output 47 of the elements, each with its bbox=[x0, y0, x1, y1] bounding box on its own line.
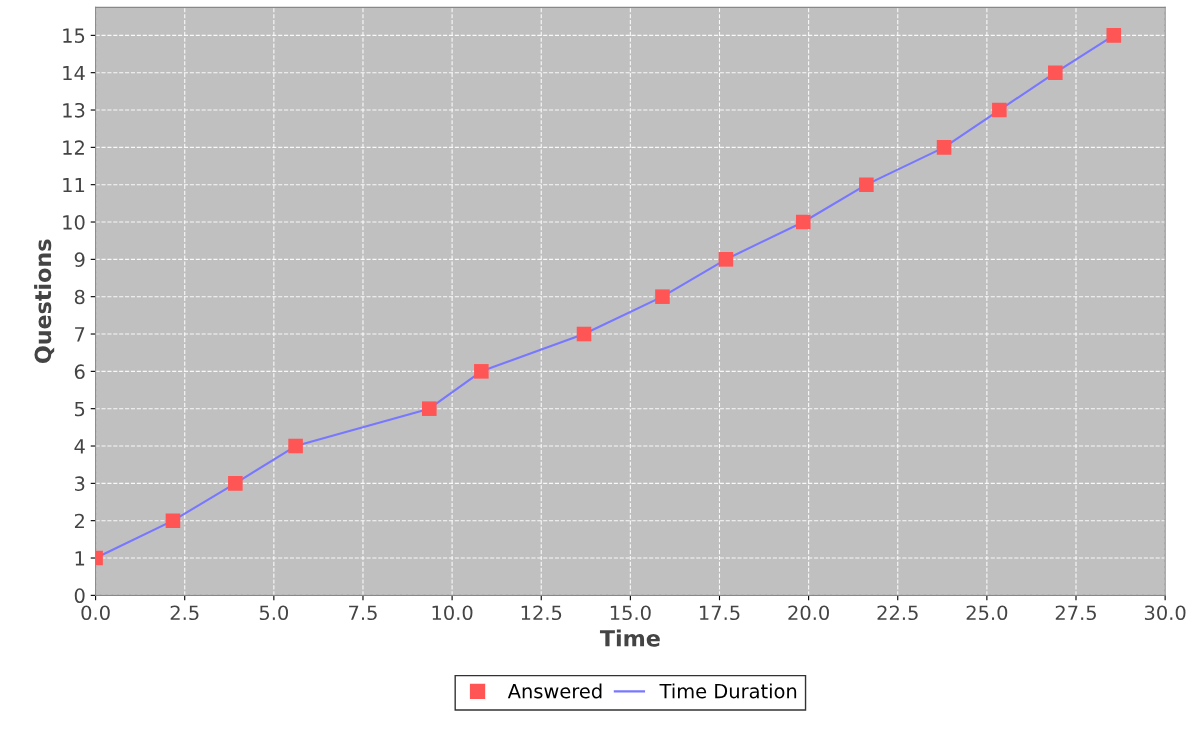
point bbox=[992, 102, 1007, 118]
x-tick-label: 30.0 bbox=[1144, 605, 1186, 621]
x-tick-label: 22.5 bbox=[877, 605, 918, 621]
point bbox=[936, 140, 952, 155]
x-tick-label: 17.5 bbox=[699, 605, 740, 621]
x-tick-label: 27.5 bbox=[1055, 605, 1096, 621]
point bbox=[288, 438, 303, 454]
y-tick-label: 8 bbox=[74, 289, 85, 305]
y-tick-label: 1 bbox=[75, 551, 85, 566]
x-tick-label: 0.0 bbox=[81, 605, 110, 621]
point bbox=[165, 513, 181, 528]
x-axis-title: Time bbox=[599, 629, 660, 647]
y-tick-label: 13 bbox=[63, 102, 85, 118]
y-tick-label: 12 bbox=[63, 140, 84, 155]
legend-label: Time Duration bbox=[659, 683, 797, 699]
point bbox=[422, 401, 437, 416]
x-tick-label: 25.0 bbox=[966, 605, 1008, 621]
y-tick-label: 15 bbox=[63, 28, 85, 44]
y-tick-label: 11 bbox=[63, 177, 85, 193]
y-tick-label: 7 bbox=[75, 327, 85, 342]
x-tick-label: 7.5 bbox=[349, 605, 377, 621]
y-tick-label: 9 bbox=[74, 252, 85, 268]
x-tick-label: 12.5 bbox=[521, 605, 562, 621]
x-tick-label: 15.0 bbox=[610, 605, 651, 621]
point bbox=[228, 476, 243, 491]
y-axis-title: Questions bbox=[34, 239, 55, 364]
point bbox=[1106, 28, 1122, 43]
y-tick-label: 2 bbox=[74, 513, 84, 529]
x-tick-label: 20.0 bbox=[788, 605, 829, 621]
y-tick-label: 5 bbox=[75, 401, 85, 417]
y-tick-label: 0 bbox=[74, 588, 85, 604]
y-tick-label: 10 bbox=[63, 214, 85, 230]
y-tick-label: 6 bbox=[74, 364, 85, 380]
y-tick-label: 3 bbox=[74, 476, 85, 492]
point bbox=[795, 214, 811, 230]
point bbox=[718, 252, 734, 267]
point bbox=[655, 289, 670, 304]
y-tick-label: 4 bbox=[74, 439, 85, 454]
x-tick-label: 10.0 bbox=[432, 605, 473, 621]
y-tick-label: 14 bbox=[63, 65, 85, 81]
point bbox=[1048, 65, 1063, 80]
point bbox=[859, 177, 874, 192]
x-tick-label: 2.5 bbox=[170, 605, 199, 621]
point bbox=[576, 326, 592, 342]
legend-label: Answered bbox=[507, 683, 602, 699]
point bbox=[474, 364, 489, 379]
x-tick-label: 5.0 bbox=[259, 605, 289, 621]
